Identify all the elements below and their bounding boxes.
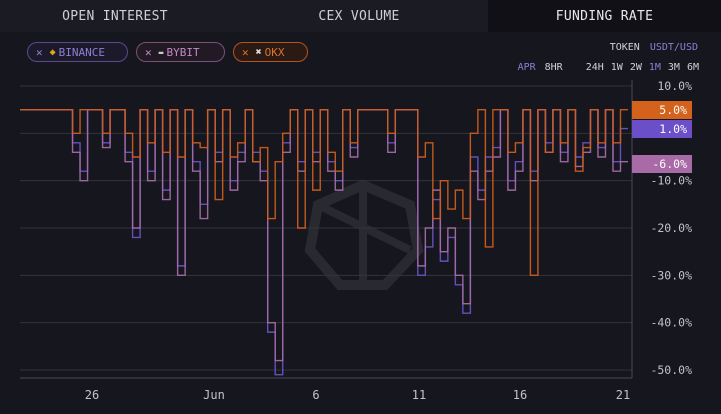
y-tick-label: -50.0% <box>650 363 692 377</box>
apr-toggle[interactable]: APR <box>517 62 536 73</box>
token-selector: TOKEN USDT/USD <box>610 42 698 53</box>
chip-okx-label: OKX <box>264 45 285 59</box>
tab-open-interest[interactable]: OPEN INTEREST <box>0 0 230 32</box>
tab-cex-volume[interactable]: CEX VOLUME <box>230 0 488 32</box>
series-line-okx <box>20 108 628 277</box>
x-tick-label: 16 <box>513 388 527 402</box>
badge-label: -6.0% <box>652 157 687 171</box>
remove-binance-icon[interactable]: ✕ <box>36 45 43 59</box>
range-1w[interactable]: 1W <box>610 62 623 73</box>
chart-lines <box>20 108 628 376</box>
current-value-badge-binance: 1.0% <box>632 120 692 138</box>
range-2w[interactable]: 2W <box>629 62 642 73</box>
range-6m[interactable]: 6M <box>686 62 699 73</box>
current-value-badge-okx: 5.0% <box>632 101 692 119</box>
remove-okx-icon[interactable]: ✕ <box>242 45 249 59</box>
y-tick-label: -10.0% <box>650 174 692 188</box>
x-tick-label: 11 <box>412 388 426 402</box>
chart-grid <box>20 80 633 379</box>
chip-bybit-label: BYBIT <box>166 45 200 59</box>
current-value-badge-bybit: -6.0% <box>632 155 692 173</box>
y-tick-label: -20.0% <box>650 221 692 235</box>
badge-background <box>632 120 692 138</box>
badge-background <box>632 101 692 119</box>
x-tick-label: Jun <box>203 388 225 402</box>
badge-label: 5.0% <box>659 103 687 117</box>
metric-tabs: OPEN INTEREST CEX VOLUME FUNDING RATE <box>0 0 721 32</box>
token-value[interactable]: USDT/USD <box>649 42 698 53</box>
remove-bybit-icon[interactable]: ✕ <box>145 45 152 59</box>
chip-okx[interactable]: ✕ ✖ OKX <box>233 42 308 62</box>
range-controls: APR 8HR 24H 1W 2W 1M 3M 6M <box>518 62 699 73</box>
8hr-toggle[interactable]: 8HR <box>544 62 563 73</box>
bybit-icon: ▬ <box>158 47 164 57</box>
series-line-binance <box>20 108 628 376</box>
watermark-logo-icon <box>304 179 424 290</box>
tab-funding-rate[interactable]: FUNDING RATE <box>488 0 721 32</box>
okx-icon: ✖ <box>255 46 262 58</box>
y-tick-label: -30.0% <box>650 268 692 282</box>
range-1m[interactable]: 1M <box>648 62 661 73</box>
x-tick-label: 21 <box>616 388 630 402</box>
exchange-filter-chips: ✕ ◆ BINANCE ✕ ▬ BYBIT ✕ ✖ OKX <box>27 42 308 62</box>
range-3m[interactable]: 3M <box>667 62 680 73</box>
y-tick-label: 10.0% <box>657 79 692 93</box>
chip-binance-label: BINANCE <box>58 45 106 59</box>
binance-icon: ◆ <box>49 46 56 58</box>
chip-bybit[interactable]: ✕ ▬ BYBIT <box>136 42 225 62</box>
current-value-badges: 5.0% 1.0% -6.0% <box>632 101 692 173</box>
x-axis: 26 Jun 6 11 16 21 <box>85 388 630 402</box>
range-24h[interactable]: 24H <box>585 62 604 73</box>
token-label: TOKEN <box>609 42 640 53</box>
x-tick-label: 26 <box>85 388 99 402</box>
x-tick-label: 6 <box>312 388 319 402</box>
y-tick-label: -40.0% <box>650 316 692 330</box>
badge-label: 1.0% <box>659 122 687 136</box>
chip-binance[interactable]: ✕ ◆ BINANCE <box>27 42 128 62</box>
badge-background <box>632 155 692 173</box>
